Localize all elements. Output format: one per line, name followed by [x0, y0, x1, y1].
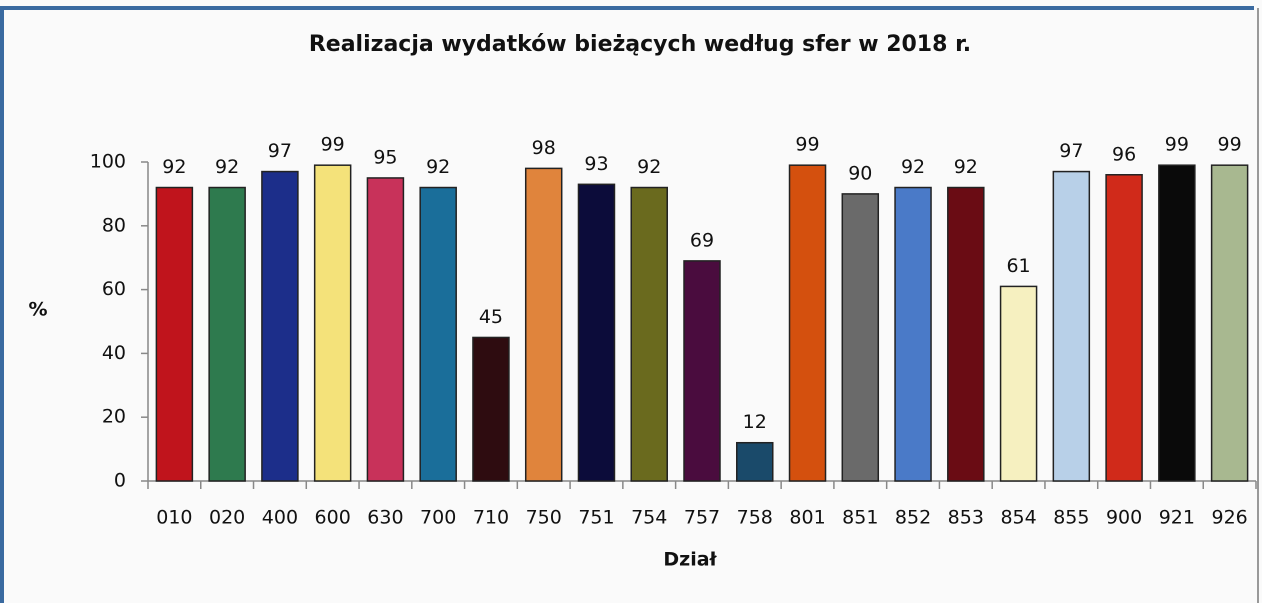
data-label: 45: [479, 306, 503, 328]
data-label: 93: [584, 153, 608, 175]
x-tick-label: 020: [209, 507, 245, 529]
bar: [524, 167, 563, 482]
y-tick-label: 60: [102, 278, 126, 300]
bar: [841, 193, 880, 482]
bar: [1105, 174, 1143, 482]
y-tick-label: 100: [90, 151, 126, 173]
data-label: 69: [690, 229, 714, 251]
x-axis-label: Dział: [663, 549, 717, 571]
x-tick-label: 750: [526, 507, 562, 529]
x-tick-label: 710: [473, 507, 509, 529]
data-label: 90: [848, 162, 872, 184]
y-tick-label: 0: [114, 470, 126, 492]
x-tick-label: 921: [1159, 507, 1195, 529]
data-label: 98: [532, 137, 556, 159]
x-tick-label: 852: [895, 507, 931, 529]
data-label: 99: [1218, 134, 1242, 156]
bar: [577, 183, 616, 482]
x-tick-label: 010: [156, 507, 192, 529]
bar: [366, 177, 405, 482]
x-tick-label: 854: [1000, 507, 1036, 529]
x-tick-label: 600: [315, 507, 351, 529]
bar: [683, 260, 721, 482]
x-tick-label: 926: [1211, 507, 1247, 529]
data-label: 99: [795, 134, 819, 156]
data-label: 92: [215, 156, 239, 178]
x-tick-label: 400: [262, 507, 298, 529]
bar: [419, 186, 457, 482]
data-label: 92: [426, 156, 450, 178]
y-axis-label: %: [28, 299, 47, 321]
x-tick-label: 855: [1053, 507, 1089, 529]
x-tick-label: 758: [737, 507, 773, 529]
frame: [0, 6, 1254, 603]
bar: [999, 285, 1038, 482]
x-tick-label: 900: [1106, 507, 1142, 529]
data-label: 99: [1165, 134, 1189, 156]
x-tick-label: 754: [631, 507, 667, 529]
data-label: 61: [1006, 255, 1030, 277]
bar: [472, 336, 510, 482]
bar: [947, 186, 985, 482]
data-label: 96: [1112, 143, 1136, 165]
x-tick-label: 700: [420, 507, 456, 529]
data-label: 99: [321, 134, 345, 156]
chart-title: Realizacja wydatków bieżących według sfe…: [309, 32, 971, 57]
bar: [1158, 164, 1196, 482]
bar: [1052, 170, 1091, 482]
bar: [313, 164, 352, 482]
bar: [1210, 164, 1249, 482]
x-tick-label: 630: [367, 507, 403, 529]
bar: [208, 186, 246, 482]
data-label: 92: [954, 156, 978, 178]
bar: [261, 170, 299, 482]
y-tick-label: 40: [102, 342, 126, 364]
bar: [894, 186, 932, 482]
y-tick-label: 80: [102, 214, 126, 236]
data-label: 92: [901, 156, 925, 178]
x-tick-label: 751: [578, 507, 614, 529]
data-label: 97: [1059, 140, 1083, 162]
data-label: 92: [162, 156, 186, 178]
data-label: 95: [373, 146, 397, 168]
bar: [736, 441, 774, 482]
data-label: 97: [268, 140, 292, 162]
bar: [630, 186, 668, 482]
y-tick-label: 20: [102, 406, 126, 428]
x-tick-label: 853: [948, 507, 984, 529]
bar: [155, 186, 194, 482]
x-tick-label: 801: [789, 507, 825, 529]
data-label: 12: [743, 411, 767, 433]
x-tick-label: 851: [842, 507, 878, 529]
x-tick-label: 757: [684, 507, 720, 529]
data-label: 92: [637, 156, 661, 178]
bar: [788, 164, 827, 482]
